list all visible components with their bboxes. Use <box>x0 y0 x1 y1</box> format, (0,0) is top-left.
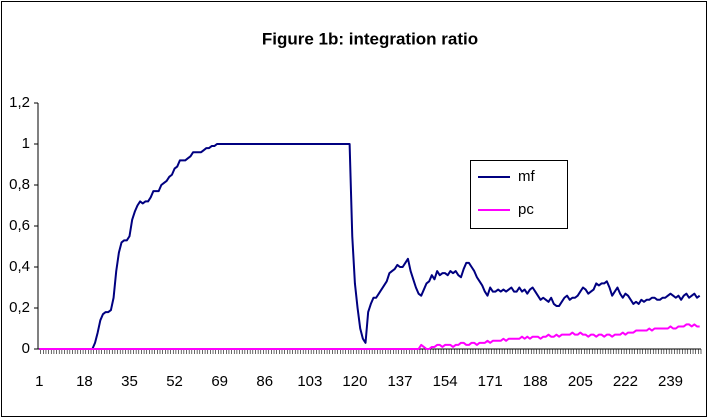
x-tick-label: 103 <box>297 373 322 390</box>
x-tick-label: 52 <box>166 373 183 390</box>
x-tick-label: 171 <box>478 373 503 390</box>
legend-box <box>470 160 568 229</box>
x-tick-label: 137 <box>387 373 412 390</box>
x-tick-label: 120 <box>342 373 367 390</box>
y-tick-label: 0,4 <box>9 258 30 275</box>
x-tick-label: 239 <box>658 373 683 390</box>
y-tick-label: 1 <box>22 135 30 152</box>
chart-title: Figure 1b: integration ratio <box>262 29 478 48</box>
y-tick-label: 0 <box>22 340 30 357</box>
y-tick-label: 0,2 <box>9 299 30 316</box>
x-tick-label: 205 <box>568 373 593 390</box>
y-tick-label: 1,2 <box>9 94 30 111</box>
x-tick-label: 86 <box>256 373 273 390</box>
x-tick-label: 188 <box>523 373 548 390</box>
series-line <box>39 323 700 350</box>
x-tick-label: 35 <box>121 373 138 390</box>
legend: mf pc <box>470 160 568 229</box>
legend-label: pc <box>518 201 534 218</box>
x-tick-label: 69 <box>211 373 228 390</box>
x-tick-label: 222 <box>613 373 638 390</box>
series-line <box>39 143 701 350</box>
y-tick-label: 0,6 <box>9 217 30 234</box>
x-tick-label: 18 <box>76 373 93 390</box>
y-tick-label: 0,8 <box>9 176 30 193</box>
x-tick-label: 154 <box>433 373 458 390</box>
legend-label: mf <box>518 168 535 185</box>
x-tick-label: 1 <box>35 373 43 390</box>
